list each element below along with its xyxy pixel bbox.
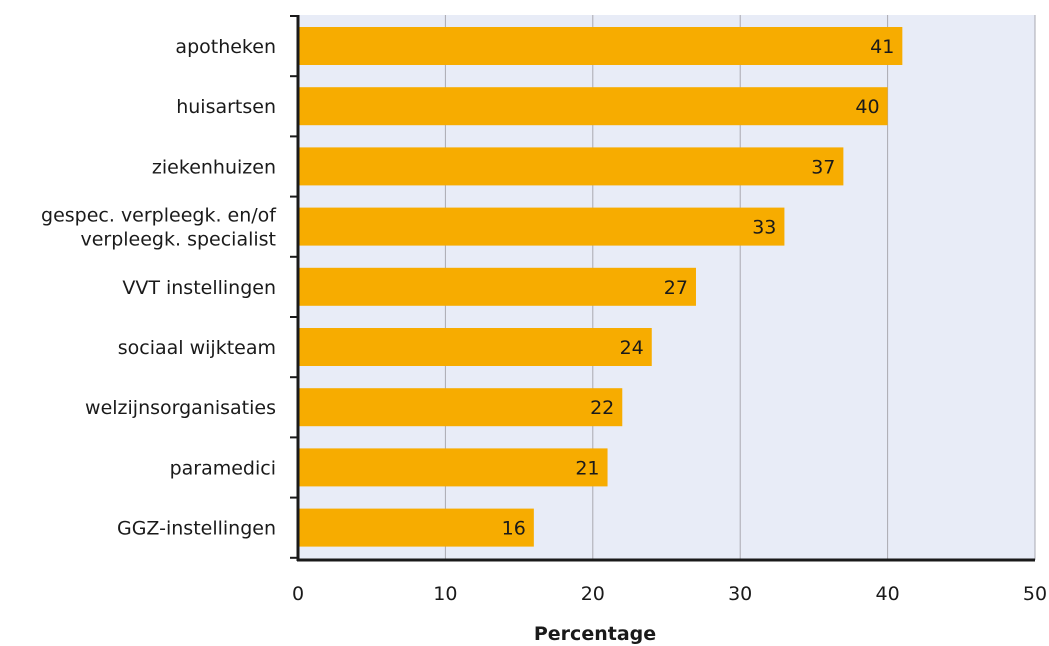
x-tick-label: 0 [292,583,304,605]
bar [298,448,608,487]
x-axis-title: Percentage [534,623,656,645]
category-label: gespec. verpleegk. en/of verpleegk. speci… [41,205,277,251]
x-tick-label: 10 [433,583,457,605]
x-tick-label: 20 [581,583,605,605]
category-label: VVT instellingen [122,277,276,299]
x-tick-label: 40 [876,583,900,605]
data-label: 16 [502,518,526,540]
bar [298,147,844,186]
data-label: 33 [752,217,776,239]
data-label: 21 [575,457,599,479]
data-label: 37 [811,156,835,178]
category-labels: apotheken huisartsen ziekenhuizen gespec. v… [41,36,277,540]
category-label: GGZ-instellingen [117,518,276,540]
category-label: huisartsen [176,96,276,118]
category-label: apotheken [175,36,276,58]
bar [298,328,652,366]
bar [298,508,534,547]
category-label: welzijnsorganisaties [85,397,276,419]
data-label: 41 [870,36,894,58]
x-tick-labels: 0 10 20 30 40 50 [292,583,1047,605]
axes [290,15,1035,562]
data-label: 40 [855,96,879,118]
category-label: sociaal wijkteam [118,337,276,359]
bar [298,388,623,427]
bars: 41 40 37 33 27 24 22 21 16 [298,27,903,547]
data-label: 22 [590,397,614,419]
bar [298,267,696,306]
bar [298,207,785,246]
category-label: paramedici [170,457,276,479]
bar [298,27,903,65]
bar [298,87,888,126]
x-tick-label: 30 [728,583,752,605]
data-label: 24 [620,337,644,359]
data-label: 27 [664,277,688,299]
x-tick-label: 50 [1023,583,1047,605]
category-label: ziekenhuizen [152,156,276,178]
